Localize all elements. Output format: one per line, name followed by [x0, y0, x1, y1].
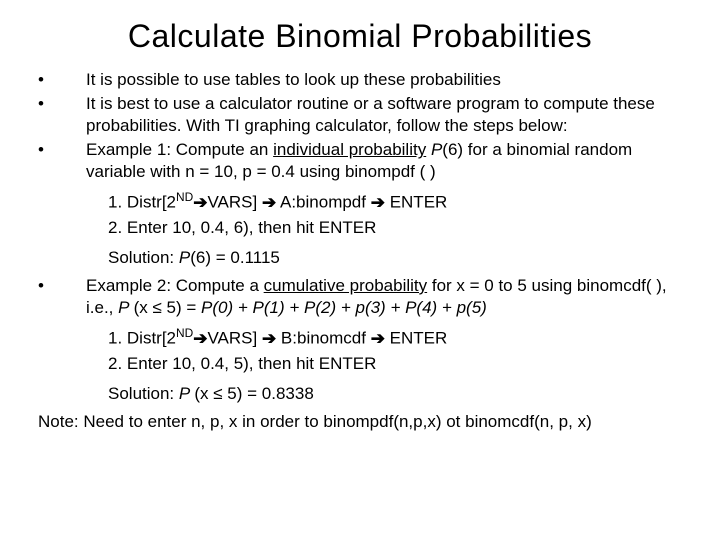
superscript: ND	[176, 326, 193, 340]
text: ENTER	[385, 193, 447, 212]
text: Solution:	[108, 384, 179, 403]
step-1: 1. Distr[2ND➔VARS] ➔ B:binomcdf ➔ ENTER	[108, 325, 690, 351]
text: VARS]	[207, 193, 261, 212]
steps-example-2: 1. Distr[2ND➔VARS] ➔ B:binomcdf ➔ ENTER …	[30, 325, 690, 376]
bullet-mark: •	[38, 275, 86, 319]
text: B:binomcdf	[276, 329, 371, 348]
text: Example 1: Compute an	[86, 140, 273, 159]
arrow-icon: ➔	[371, 191, 385, 216]
italic-p: P	[179, 248, 190, 267]
bullet-mark: •	[38, 69, 86, 91]
bullet-text: It is best to use a calculator routine o…	[86, 93, 690, 137]
arrow-icon: ➔	[371, 327, 385, 352]
arrow-icon: ➔	[262, 327, 276, 352]
text: 5) =	[162, 298, 201, 317]
underline-text: cumulative probability	[264, 276, 427, 295]
text: 5) = 0.8338	[223, 384, 314, 403]
text: 1. Distr[2	[108, 329, 176, 348]
text: (6) = 0.1115	[190, 248, 280, 267]
text: (x	[134, 298, 153, 317]
bullet-list: • It is possible to use tables to look u…	[30, 69, 690, 183]
arrow-icon: ➔	[262, 191, 276, 216]
bullet-4: • Example 2: Compute a cumulative probab…	[38, 275, 690, 319]
bullet-text: It is possible to use tables to look up …	[86, 69, 690, 91]
bullet-mark: •	[38, 93, 86, 137]
steps-example-1: 1. Distr[2ND➔VARS] ➔ A:binompdf ➔ ENTER …	[30, 189, 690, 240]
le-symbol: ≤	[213, 384, 222, 403]
text: Solution:	[108, 248, 179, 267]
text: VARS]	[207, 329, 261, 348]
bullet-list-2: • Example 2: Compute a cumulative probab…	[30, 275, 690, 319]
italic-p: P	[179, 384, 194, 403]
step-2: 2. Enter 10, 0.4, 6), then hit ENTER	[108, 216, 690, 241]
text: ENTER	[385, 329, 447, 348]
le-symbol: ≤	[152, 298, 161, 317]
bullet-text: Example 2: Compute a cumulative probabil…	[86, 275, 690, 319]
text: Example 2: Compute a	[86, 276, 264, 295]
text: A:binompdf	[276, 193, 371, 212]
bullet-text: Example 1: Compute an individual probabi…	[86, 139, 690, 183]
page-title: Calculate Binomial Probabilities	[30, 18, 690, 55]
italic-terms: P(0) + P(1) + P(2) + p(3) + P(4) + p(5)	[201, 298, 487, 317]
bullet-3: • Example 1: Compute an individual proba…	[38, 139, 690, 183]
text: 1. Distr[2	[108, 193, 176, 212]
italic-p: P	[431, 140, 442, 159]
arrow-icon: ➔	[193, 191, 207, 216]
italic-p: P	[118, 298, 133, 317]
text: (x	[194, 384, 213, 403]
note-text: Need to enter n, p, x in order to binomp…	[83, 412, 591, 431]
step-2: 2. Enter 10, 0.4, 5), then hit ENTER	[108, 352, 690, 377]
note-label: Note:	[38, 412, 83, 431]
superscript: ND	[176, 190, 193, 204]
bullet-2: • It is best to use a calculator routine…	[38, 93, 690, 137]
note: Note: Need to enter n, p, x in order to …	[30, 411, 690, 434]
bullet-1: • It is possible to use tables to look u…	[38, 69, 690, 91]
solution-1: Solution: P(6) = 0.1115	[30, 246, 690, 271]
underline-text: individual probability	[273, 140, 426, 159]
bullet-mark: •	[38, 139, 86, 183]
step-1: 1. Distr[2ND➔VARS] ➔ A:binompdf ➔ ENTER	[108, 189, 690, 215]
arrow-icon: ➔	[193, 327, 207, 352]
solution-2: Solution: P (x ≤ 5) = 0.8338	[30, 382, 690, 407]
